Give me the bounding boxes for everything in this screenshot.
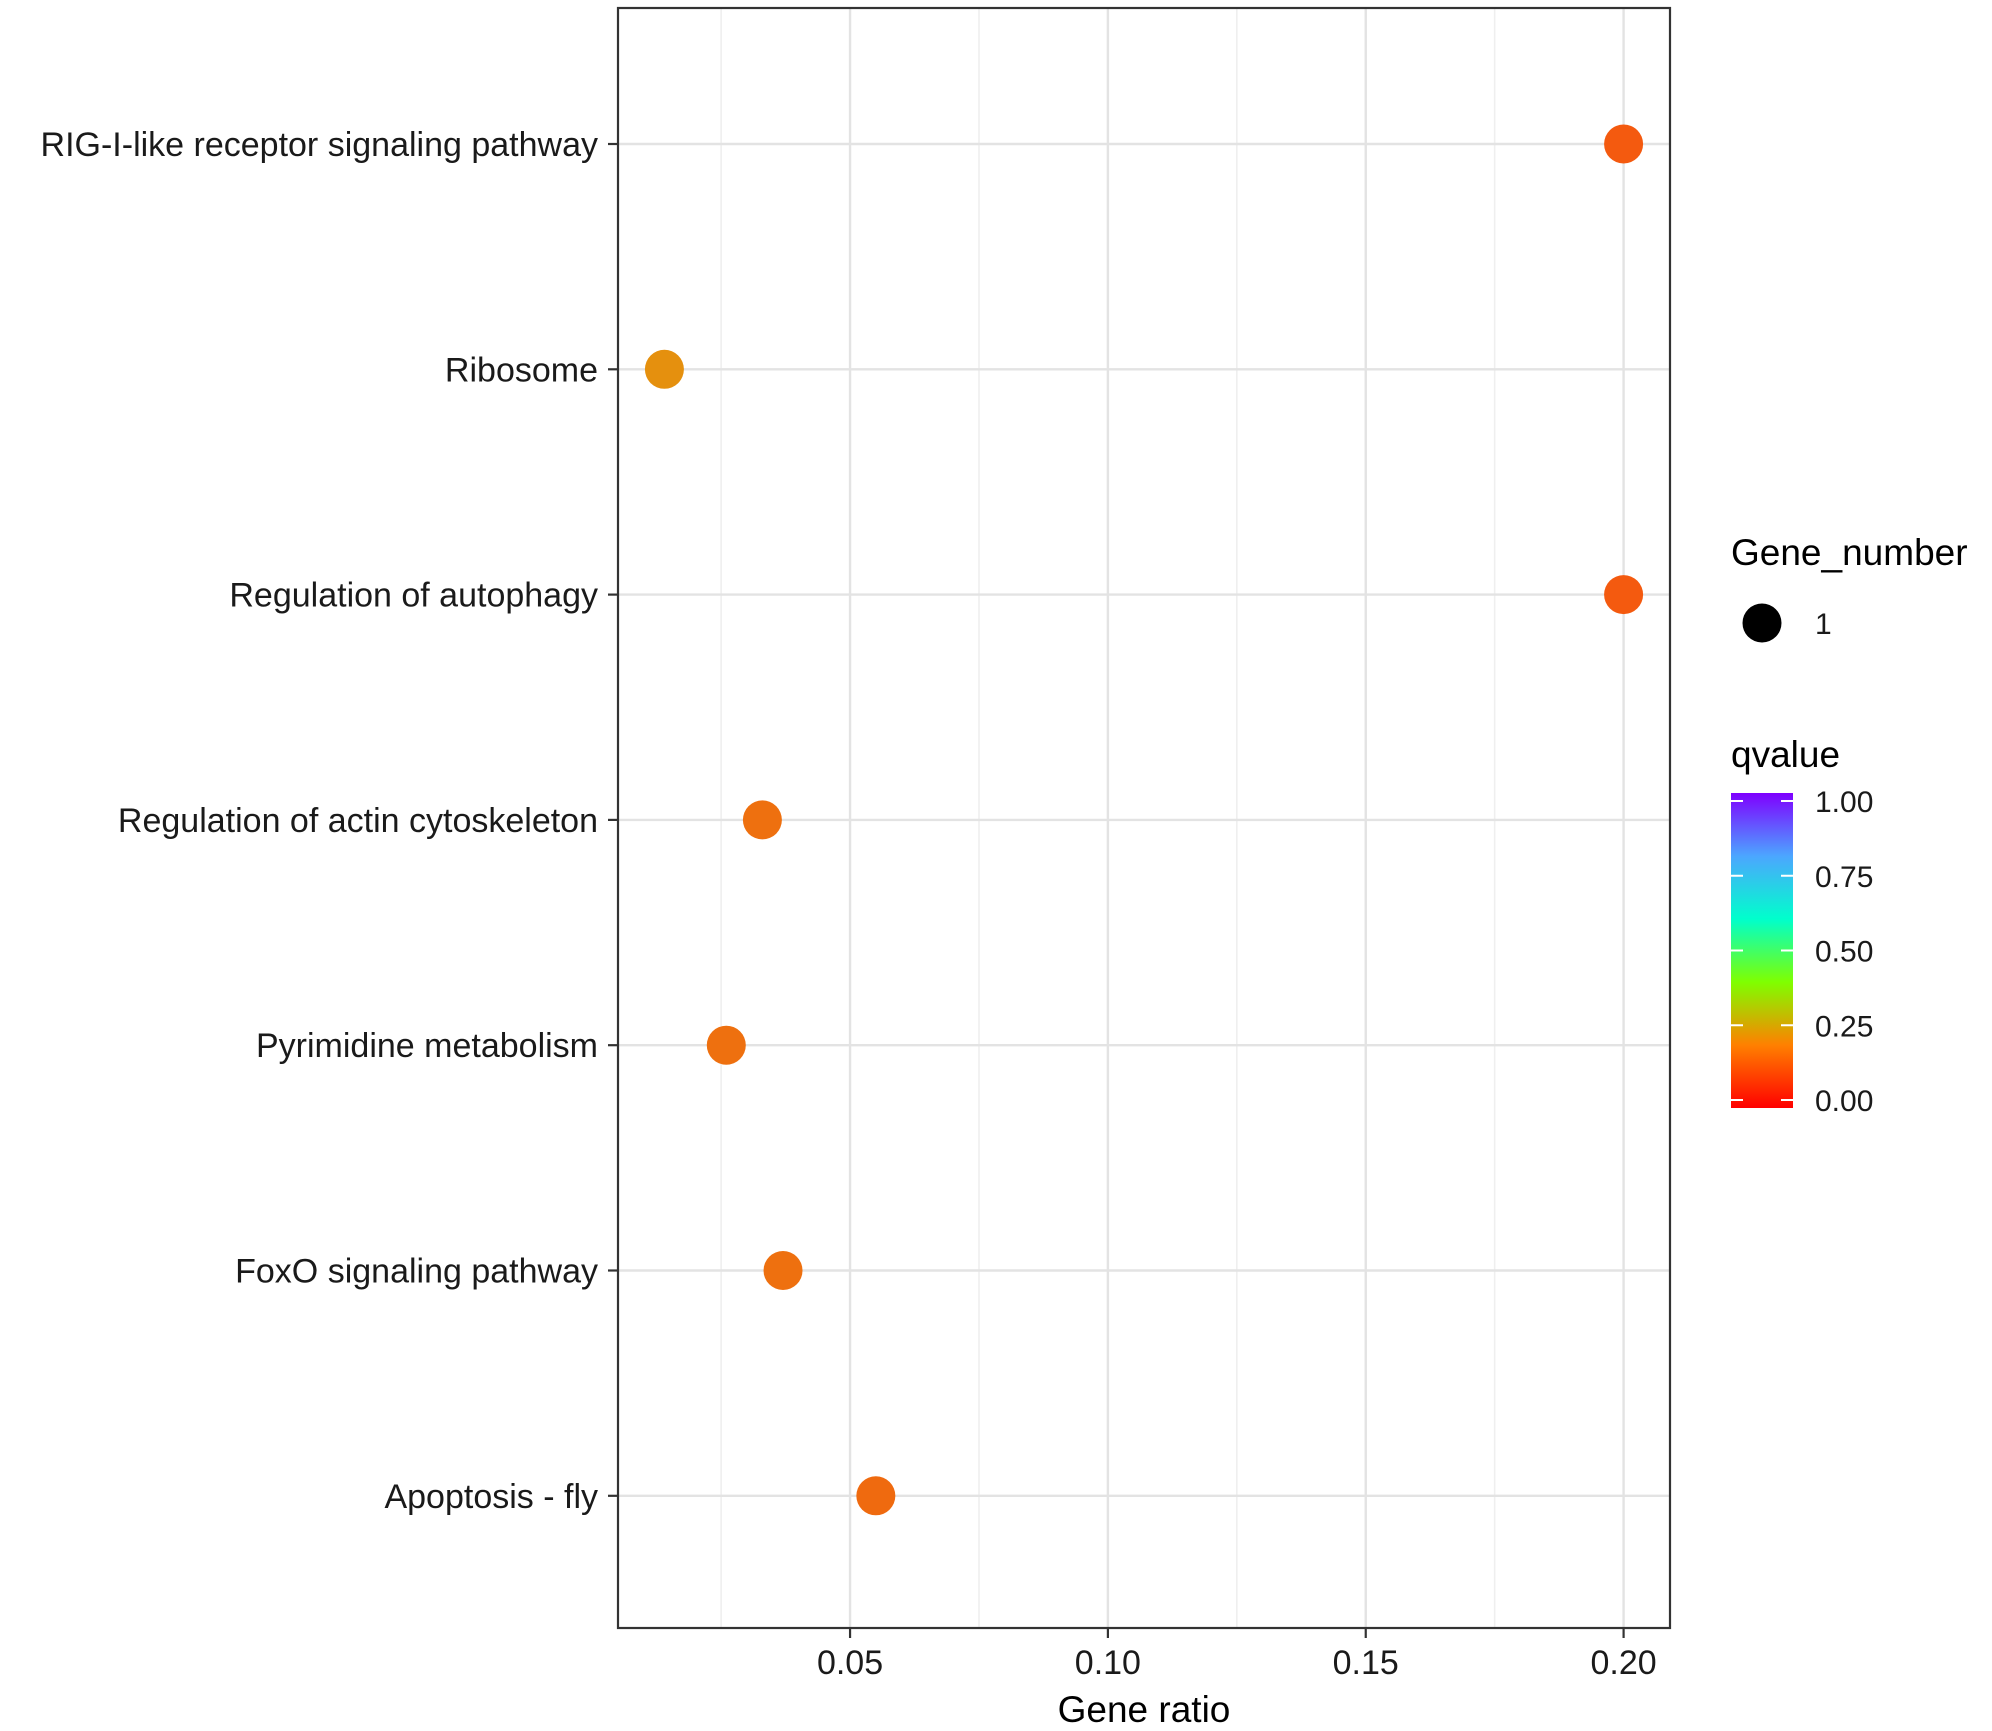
x-axis-title: Gene ratio [1058,1689,1231,1730]
data-point [763,1251,803,1290]
legend-colorbar-label: 0.00 [1815,1085,1873,1118]
y-tick-label: Ribosome [445,351,598,389]
legend-color-title: qvalue [1731,734,1840,775]
legend: Gene_number 1 qvalue 1.00 0.75 0.50 0.25 0.00 [1731,532,1968,1118]
grid-lines [618,8,1670,1628]
y-axis: RIG-I-like receptor signaling pathway Rib… [41,126,618,1516]
data-point [856,1476,896,1516]
legend-size-title: Gene_number [1731,532,1968,573]
y-tick-label: Apoptosis - fly [384,1478,598,1516]
y-tick-label: RIG-I-like receptor signaling pathway [41,126,598,164]
x-tick-label: 0.15 [1333,1644,1399,1682]
legend-colorbar-label: 0.25 [1815,1010,1873,1043]
y-tick-label: Regulation of autophagy [229,577,598,615]
plot-panel-border [616,6,1672,1630]
legend-colorbar-label: 1.00 [1815,786,1873,819]
legend-colorbar-label: 0.75 [1815,861,1873,894]
data-point [742,800,782,840]
x-tick-label: 0.20 [1590,1644,1656,1682]
y-tick-label: Regulation of actin cytoskeleton [118,802,598,840]
y-tick-label: Pyrimidine metabolism [256,1027,598,1065]
legend-colorbar-label: 0.50 [1815,936,1873,969]
data-point [1604,575,1644,615]
data-point [1604,124,1644,164]
y-tick-label: FoxO signaling pathway [235,1253,598,1291]
data-points [644,124,1644,1516]
data-point [644,349,684,389]
legend-size-key [1742,603,1782,643]
x-axis: 0.05 0.10 0.15 0.20 [817,1628,1657,1682]
x-tick-label: 0.10 [1075,1644,1141,1682]
legend-size-label: 1 [1815,608,1832,641]
x-tick-label: 0.05 [817,1644,883,1682]
data-point [706,1025,746,1065]
